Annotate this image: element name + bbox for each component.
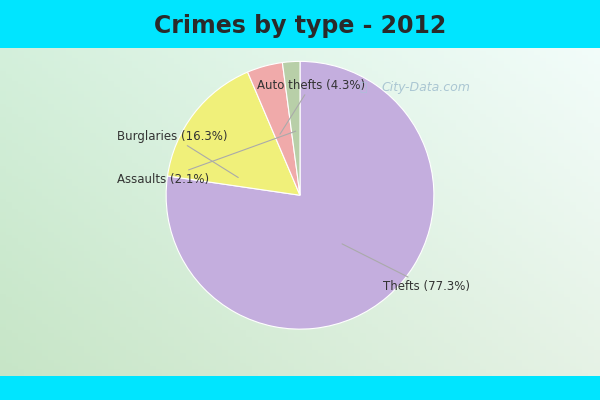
Text: Burglaries (16.3%): Burglaries (16.3%) [117, 130, 238, 178]
Text: Crimes by type - 2012: Crimes by type - 2012 [154, 14, 446, 38]
Text: City-Data.com: City-Data.com [382, 81, 471, 94]
Wedge shape [167, 72, 300, 195]
Wedge shape [248, 62, 300, 195]
Text: Auto thefts (4.3%): Auto thefts (4.3%) [257, 79, 365, 134]
Text: Assaults (2.1%): Assaults (2.1%) [117, 131, 296, 186]
Wedge shape [283, 61, 300, 195]
Wedge shape [166, 61, 434, 329]
Text: 🔍: 🔍 [359, 81, 367, 94]
Text: Thefts (77.3%): Thefts (77.3%) [342, 244, 470, 293]
